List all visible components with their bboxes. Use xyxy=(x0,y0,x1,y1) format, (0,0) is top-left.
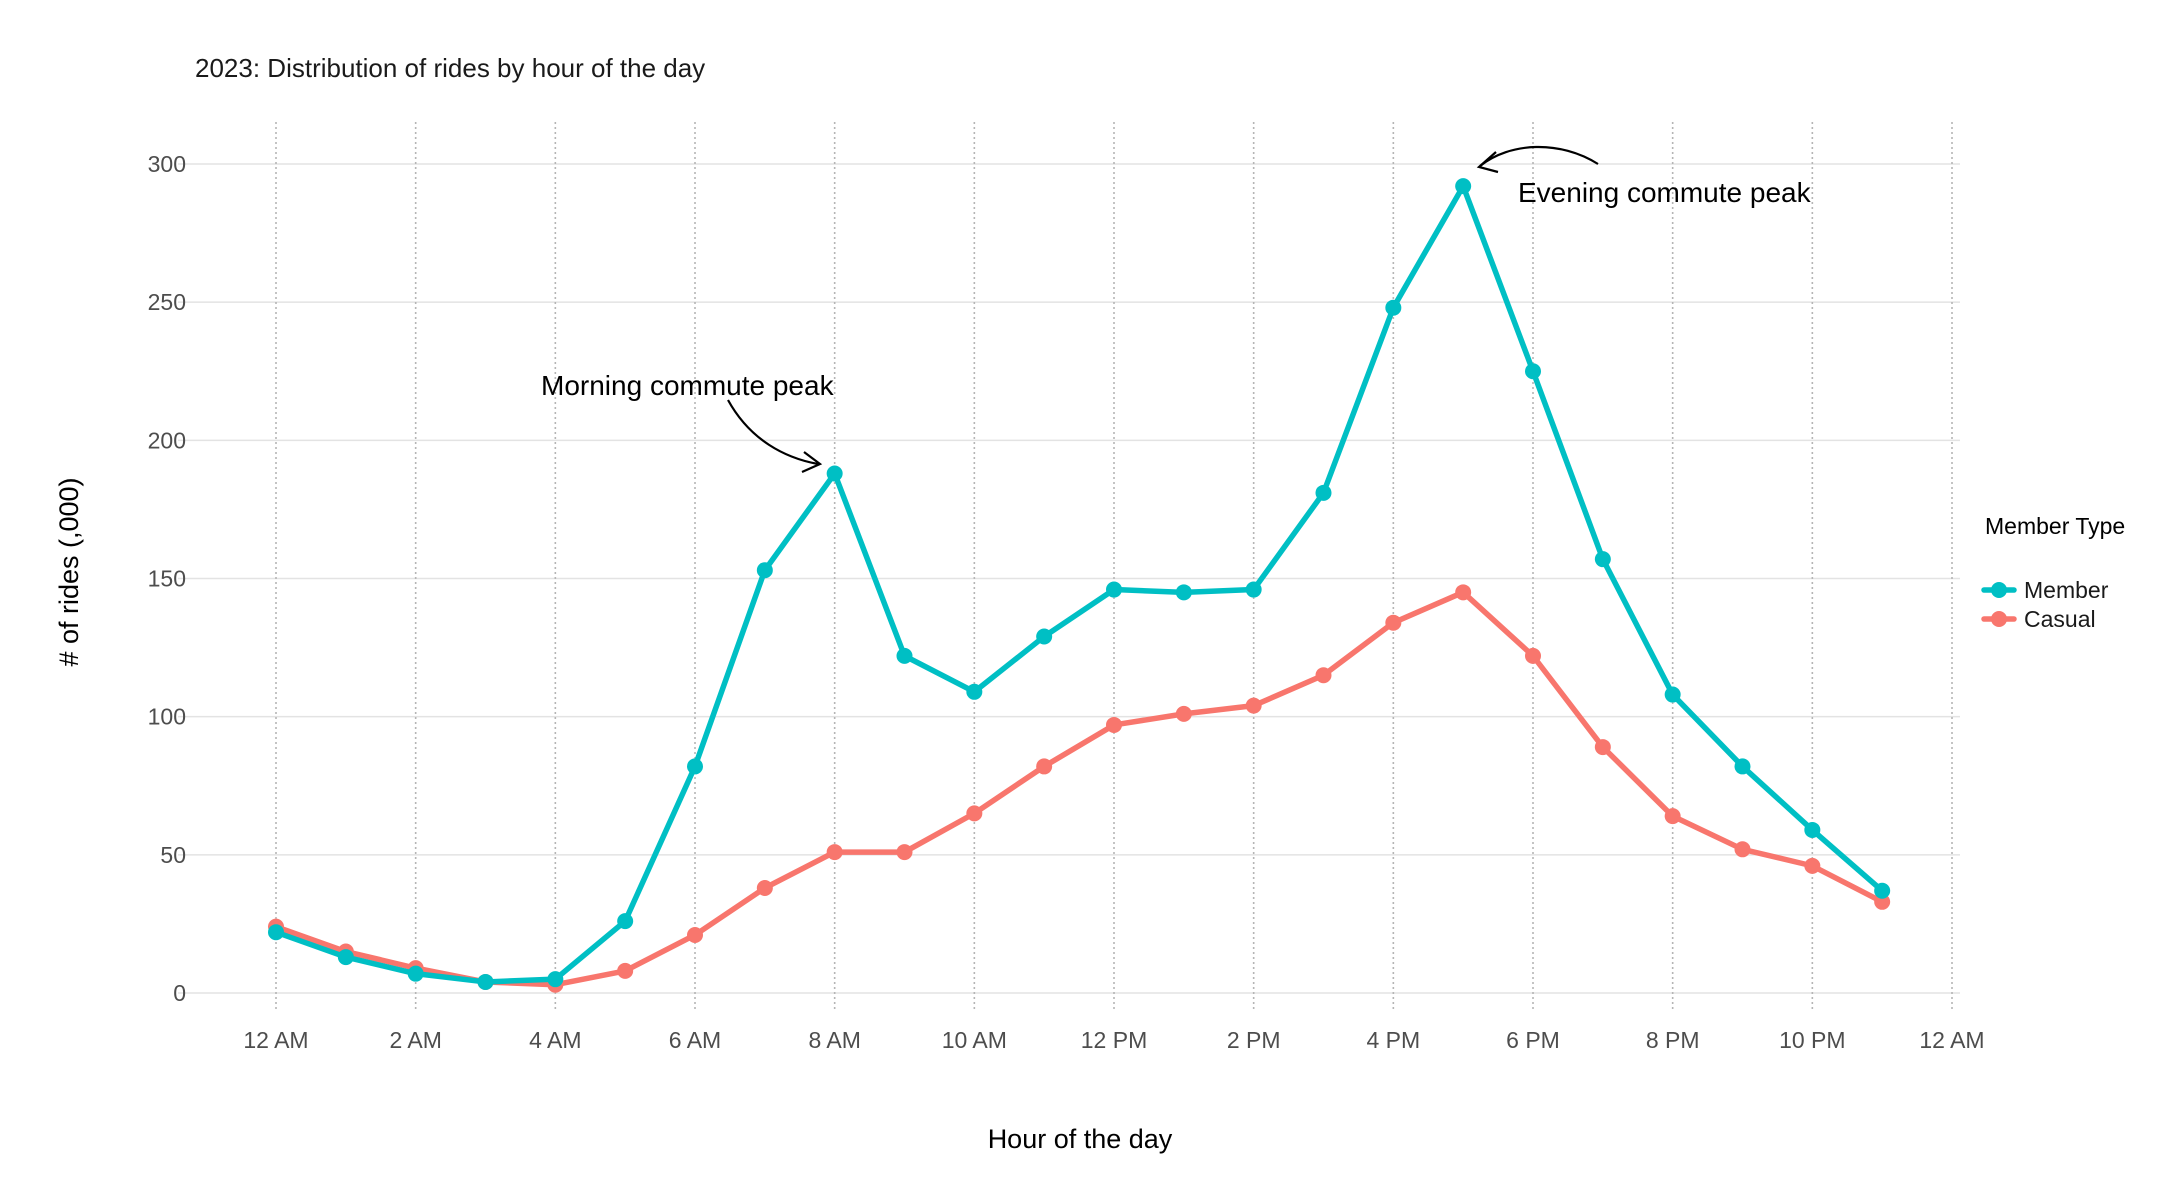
morning-peak-annotation: Morning commute peak xyxy=(541,370,835,401)
evening-peak-arrow xyxy=(1479,145,1599,167)
casual-data-point xyxy=(1525,647,1541,664)
casual-data-point xyxy=(1594,739,1611,756)
member-series-line xyxy=(273,183,1885,985)
casual-data-point xyxy=(1036,758,1053,775)
y-tick-label: 0 xyxy=(173,980,186,1006)
member-data-point xyxy=(1804,821,1821,838)
x-tick-label: 10 PM xyxy=(1779,1027,1845,1053)
casual-data-point xyxy=(617,962,634,979)
vertical-gridlines xyxy=(275,122,1953,1012)
casual-data-point xyxy=(1245,697,1262,714)
casual-data-point xyxy=(1385,614,1402,631)
y-axis-title: # of rides (,000) xyxy=(54,477,84,666)
member-data-point xyxy=(1664,686,1681,703)
y-tick-label: 100 xyxy=(148,704,186,730)
member-data-point xyxy=(1315,484,1332,501)
member-data-point xyxy=(407,965,424,982)
x-tick-label: 8 AM xyxy=(808,1027,860,1053)
evening-peak-arrowhead xyxy=(1476,151,1499,174)
member-data-point xyxy=(1175,584,1192,601)
member-data-point xyxy=(1455,178,1472,195)
casual-data-point xyxy=(826,844,843,861)
legend-title: Member Type xyxy=(1985,513,2125,539)
x-tick-label: 2 AM xyxy=(389,1027,441,1053)
horizontal-gridlines xyxy=(178,163,1960,994)
casual-data-point xyxy=(1664,808,1681,825)
casual-data-point xyxy=(756,879,773,896)
y-tick-label: 200 xyxy=(148,427,186,453)
x-axis-title: Hour of the day xyxy=(988,1124,1173,1154)
member-data-point xyxy=(756,562,773,579)
casual-series-line xyxy=(273,589,1885,988)
member-data-point xyxy=(268,924,284,941)
casual-data-point xyxy=(1874,893,1891,910)
casual-data-point xyxy=(896,844,913,861)
x-tick-label: 8 PM xyxy=(1646,1027,1700,1053)
y-tick-label: 300 xyxy=(148,151,186,177)
member-data-point xyxy=(1525,363,1541,380)
legend-casual-marker xyxy=(1991,611,2007,627)
member-data-point xyxy=(1874,882,1891,899)
evening-peak-annotation: Evening commute peak xyxy=(1518,177,1812,208)
member-data-point xyxy=(1036,628,1053,645)
casual-data-point xyxy=(1315,667,1332,684)
y-tick-label: 50 xyxy=(160,842,186,868)
chart-title: 2023: Distribution of rides by hour of t… xyxy=(195,53,705,83)
x-tick-label: 4 PM xyxy=(1366,1027,1420,1053)
casual-data-point xyxy=(1106,716,1122,733)
member-data-point xyxy=(547,971,564,988)
legend-member-marker xyxy=(1991,582,2007,598)
member-data-point xyxy=(477,973,494,990)
member-data-point xyxy=(617,913,634,930)
member-data-point xyxy=(687,758,703,775)
x-tick-label: 10 AM xyxy=(942,1027,1007,1053)
x-tick-label: 6 PM xyxy=(1506,1027,1560,1053)
x-tick-label: 6 AM xyxy=(669,1027,721,1053)
casual-data-point xyxy=(966,805,983,822)
casual-data-point xyxy=(1804,857,1821,874)
member-data-point xyxy=(1245,581,1262,598)
morning-peak-arrow xyxy=(727,399,819,466)
member-data-point xyxy=(1106,581,1122,598)
casual-data-point xyxy=(687,926,703,943)
member-data-point xyxy=(896,647,913,664)
morning-peak-arrowhead xyxy=(801,451,823,474)
casual-data-point xyxy=(1175,705,1192,722)
y-tick-label: 250 xyxy=(148,289,186,315)
member-data-point xyxy=(1734,758,1751,775)
member-data-point xyxy=(337,949,354,966)
legend-casual-label: Casual xyxy=(2024,606,2096,632)
x-tick-label: 12 AM xyxy=(243,1027,308,1053)
legend: Member Type Member Casual xyxy=(1981,513,2125,632)
x-tick-label: 4 AM xyxy=(529,1027,581,1053)
member-data-point xyxy=(826,465,843,482)
series-member xyxy=(268,178,1891,990)
casual-data-point xyxy=(1455,584,1472,601)
legend-member-label: Member xyxy=(2024,577,2109,603)
x-axis-ticks: 12 AM 2 AM 4 AM 6 AM 8 AM 10 AM 12 PM 2 PM 4 PM 6… xyxy=(243,1027,1984,1053)
member-data-point xyxy=(1594,551,1611,568)
member-data-point xyxy=(966,683,983,700)
x-tick-label: 12 PM xyxy=(1081,1027,1147,1053)
member-data-point xyxy=(1385,299,1402,316)
y-tick-label: 150 xyxy=(148,566,186,592)
casual-data-point xyxy=(1734,841,1751,858)
series-layer xyxy=(268,178,1891,993)
x-tick-label: 2 PM xyxy=(1227,1027,1281,1053)
y-axis-ticks: 0 50 100 150 200 250 300 xyxy=(148,151,186,1006)
x-tick-label: 12 AM xyxy=(1919,1027,1984,1053)
